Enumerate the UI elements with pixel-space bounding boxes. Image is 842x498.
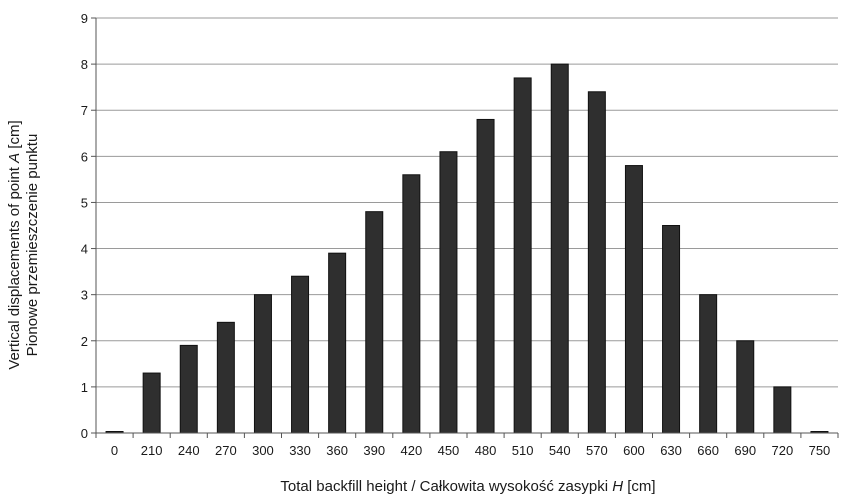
- bar-510: [513, 77, 532, 434]
- x-tick-label-0: 0: [111, 443, 118, 458]
- bar-720: [773, 386, 792, 434]
- y-axis-title: Vertical displacements of point A [cm] P…: [6, 120, 41, 369]
- bar-600: [624, 165, 643, 434]
- bar-360: [328, 252, 347, 434]
- x-tick-label-540: 540: [549, 443, 571, 458]
- x-tick-label-330: 330: [289, 443, 311, 458]
- x-tick-label-720: 720: [771, 443, 793, 458]
- y-tick-label-6: 6: [81, 149, 88, 164]
- x-tick-label-510: 510: [512, 443, 534, 458]
- y-tick-label-5: 5: [81, 195, 88, 210]
- bar-450: [439, 151, 458, 434]
- y-axis-title-line1: Vertical displacements of point A [cm]: [6, 120, 23, 369]
- x-tick-label-210: 210: [141, 443, 163, 458]
- y-axis-title-line1-pre: Vertical displacements of point: [6, 163, 23, 370]
- x-tick-label-420: 420: [400, 443, 422, 458]
- y-axis-title-line1-post: [cm]: [6, 120, 23, 153]
- x-tick-label-390: 390: [363, 443, 385, 458]
- bar-690: [736, 340, 755, 434]
- y-tick-label-3: 3: [81, 288, 88, 303]
- x-tick-label-450: 450: [438, 443, 460, 458]
- bar-660: [699, 294, 718, 434]
- x-tick-label-690: 690: [734, 443, 756, 458]
- x-tick-label-240: 240: [178, 443, 200, 458]
- bar-300: [253, 294, 272, 434]
- x-tick-label-600: 600: [623, 443, 645, 458]
- bar-240: [179, 344, 198, 434]
- bar-330: [291, 275, 310, 434]
- bar-480: [476, 118, 495, 434]
- x-tick-label-360: 360: [326, 443, 348, 458]
- bar-210: [142, 372, 161, 434]
- x-tick-labels: 0 210 240 270 300 330 360 390 420 450 480 510 540 570…: [111, 443, 830, 458]
- bar-570: [587, 91, 606, 434]
- x-tick-label-480: 480: [475, 443, 497, 458]
- x-axis-title-variable: H: [612, 478, 623, 495]
- x-axis-title-pre: Total backfill height / Całkowita wysoko…: [280, 478, 612, 495]
- y-tick-label-7: 7: [81, 103, 88, 118]
- bar-390: [365, 211, 384, 434]
- x-tick-label-300: 300: [252, 443, 274, 458]
- x-axis-title-post: [cm]: [623, 478, 656, 495]
- axes: [91, 17, 839, 438]
- y-tick-label-1: 1: [81, 380, 88, 395]
- bar-270: [216, 321, 235, 434]
- y-axis-title-variable: A: [6, 153, 23, 164]
- bar-420: [402, 174, 421, 434]
- grid-lines: [96, 17, 838, 388]
- bar-540: [550, 63, 569, 434]
- y-tick-labels: 0 1 2 3 4 5 6 7 8 9: [81, 11, 88, 441]
- y-tick-label-8: 8: [81, 57, 88, 72]
- y-axis-title-line2: Pionowe przemieszczenie punktu: [24, 134, 41, 357]
- x-tick-label-570: 570: [586, 443, 608, 458]
- x-tick-label-270: 270: [215, 443, 237, 458]
- x-tick-label-630: 630: [660, 443, 682, 458]
- y-tick-label-4: 4: [81, 242, 88, 257]
- y-tick-label-9: 9: [81, 11, 88, 26]
- x-tick-label-660: 660: [697, 443, 719, 458]
- x-tick-label-750: 750: [809, 443, 831, 458]
- y-tick-label-0: 0: [81, 426, 88, 441]
- x-axis-title: Total backfill height / Całkowita wysoko…: [280, 478, 655, 495]
- bar-630: [662, 225, 681, 434]
- bars-group: [105, 63, 829, 434]
- y-tick-label-2: 2: [81, 334, 88, 349]
